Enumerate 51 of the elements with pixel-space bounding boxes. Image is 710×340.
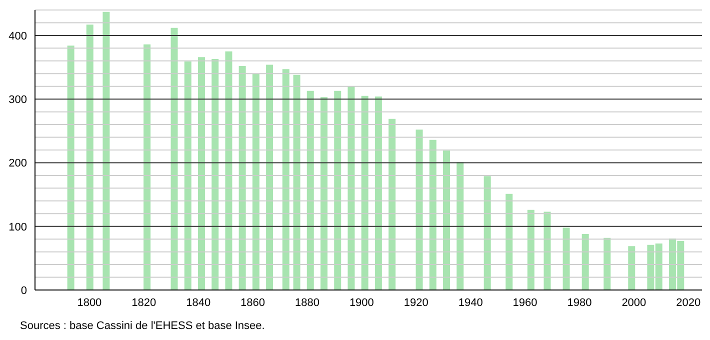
bar	[238, 66, 246, 290]
bar	[429, 140, 436, 290]
bar	[443, 150, 450, 290]
bar	[506, 194, 513, 290]
bar	[582, 234, 589, 290]
y-tick-label: 300	[8, 94, 27, 106]
y-tick-label: 0	[20, 284, 27, 297]
bar	[348, 86, 355, 290]
x-tick-label: 1940	[458, 296, 483, 309]
bar	[282, 69, 290, 290]
x-tick-label: 1840	[186, 296, 211, 309]
bar	[456, 162, 464, 290]
x-tick-label: 2020	[676, 296, 701, 309]
bar	[562, 228, 570, 290]
bar	[266, 64, 274, 290]
bar	[544, 212, 551, 290]
y-tick-label: 200	[8, 158, 27, 170]
x-tick-label: 2000	[622, 296, 646, 309]
bar	[170, 28, 178, 290]
x-tick-label: 1880	[295, 296, 320, 309]
bar	[306, 90, 314, 290]
bar	[102, 12, 110, 290]
bar	[144, 44, 151, 290]
bar	[416, 130, 423, 290]
bar	[184, 62, 192, 290]
x-tick-label: 1920	[404, 296, 428, 309]
bar	[198, 57, 205, 290]
bar	[334, 90, 342, 290]
bar	[374, 96, 382, 290]
bar	[67, 46, 74, 290]
y-tick-label: 100	[8, 221, 27, 234]
bar	[86, 24, 94, 290]
x-tick-label: 1860	[240, 296, 266, 309]
source-note: Sources : base Cassini de l'EHESS et base Insee.	[20, 320, 266, 332]
bar	[212, 59, 219, 290]
bar	[252, 74, 260, 290]
bar	[628, 246, 636, 290]
x-tick-label: 1960	[512, 296, 538, 309]
x-tick-label: 1980	[567, 296, 592, 309]
bar	[293, 74, 300, 290]
x-tick-label: 1800	[77, 296, 102, 309]
x-tick-label: 1820	[132, 296, 156, 309]
bar	[527, 210, 534, 290]
bar	[361, 96, 368, 290]
bar	[484, 176, 491, 290]
bar	[320, 97, 328, 290]
x-tick-label: 1900	[349, 296, 374, 309]
y-tick-label: 400	[8, 30, 27, 42]
bar	[225, 51, 232, 290]
bar	[388, 118, 396, 290]
bar	[604, 238, 611, 290]
